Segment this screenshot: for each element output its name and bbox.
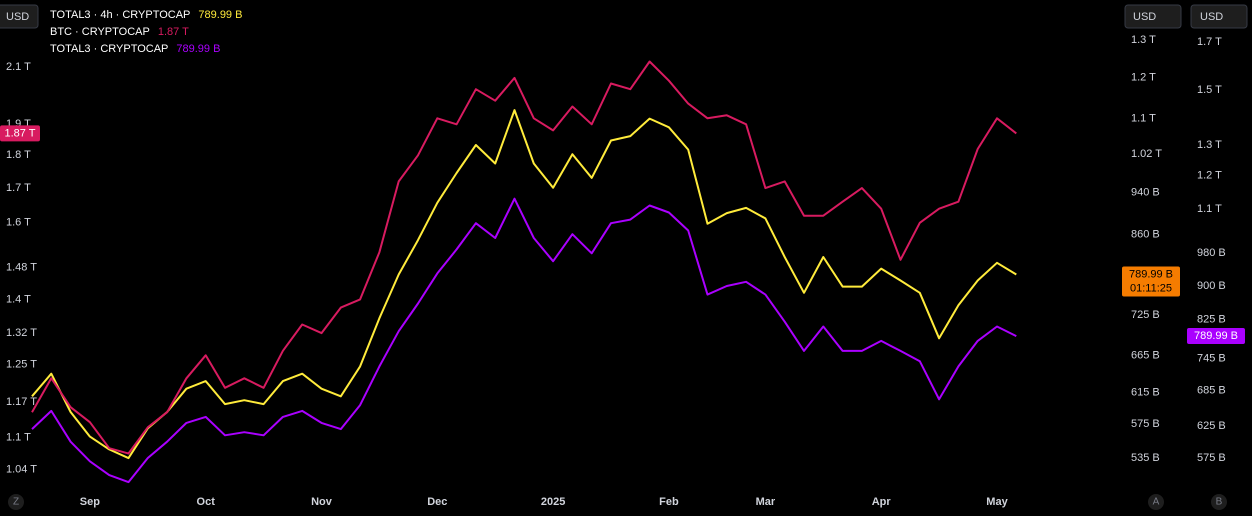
x-tick-label: Dec	[427, 496, 447, 508]
x-tick-label: 2025	[541, 496, 565, 508]
y-tick-label: 1.7 T	[6, 182, 31, 194]
y-tick-label: 575 B	[1197, 452, 1226, 464]
y-tick-label: 1.4 T	[6, 293, 31, 305]
currency-label[interactable]: USD	[1133, 11, 1156, 23]
currency-label[interactable]: USD	[6, 11, 29, 23]
y-tick-label: 940 B	[1131, 187, 1160, 199]
y-tick-label: 1.1 T	[6, 432, 31, 444]
legend-value: 789.99 B	[176, 43, 220, 55]
y-tick-label: 575 B	[1131, 418, 1160, 430]
y-tick-label: 900 B	[1197, 280, 1226, 292]
x-tick-label: Mar	[756, 496, 776, 508]
price-badge	[1122, 266, 1180, 297]
price-badge-label: 789.99 B	[1194, 330, 1238, 342]
scale-button[interactable]	[1211, 494, 1227, 510]
y-tick-label: 1.2 T	[1197, 169, 1222, 181]
x-tick-label: Feb	[659, 496, 679, 508]
y-tick-label: 1.04 T	[6, 464, 37, 476]
y-tick-label: 625 B	[1197, 420, 1226, 432]
legend-value: 789.99 B	[198, 9, 242, 21]
y-tick-label: 615 B	[1131, 386, 1160, 398]
y-tick-label: 1.48 T	[6, 261, 37, 273]
series-line	[31, 197, 1017, 484]
y-tick-label: 745 B	[1197, 352, 1226, 364]
y-tick-label: 1.17 T	[6, 396, 37, 408]
x-tick-label: Oct	[197, 496, 216, 508]
y-tick-label: 1.5 T	[1197, 84, 1222, 96]
y-tick-label: 980 B	[1197, 247, 1226, 259]
x-tick-label: Sep	[80, 496, 100, 508]
x-tick-label: May	[986, 496, 1008, 508]
y-tick-label: 535 B	[1131, 452, 1160, 464]
countdown: 01:11:25	[1130, 282, 1172, 294]
legend-name: BTC · CRYPTOCAP	[50, 26, 150, 38]
scale-button-label[interactable]: A	[1153, 497, 1160, 508]
currency-button[interactable]	[1190, 4, 1248, 29]
y-tick-label: 665 B	[1131, 350, 1160, 362]
currency-button[interactable]	[1124, 4, 1182, 29]
y-tick-label: 1.32 T	[6, 327, 37, 339]
y-tick-label: 1.1 T	[1131, 113, 1156, 125]
y-tick-label: 1.02 T	[1131, 148, 1162, 160]
y-tick-label: 725 B	[1131, 309, 1160, 321]
y-tick-label: 1.6 T	[6, 217, 31, 229]
price-badge	[1187, 328, 1245, 345]
y-tick-label: 1.7 T	[1197, 36, 1222, 48]
currency-label[interactable]: USD	[1200, 11, 1223, 23]
x-tick-label: Nov	[311, 496, 333, 508]
x-tick-label: Apr	[872, 496, 892, 508]
y-tick-label: 1.3 T	[1197, 139, 1222, 151]
legend-name: TOTAL3 · 4h · CRYPTOCAP	[50, 9, 190, 21]
legend-name: TOTAL3 · CRYPTOCAP	[50, 43, 168, 55]
scale-button-label[interactable]: Z	[13, 497, 19, 508]
y-tick-label: 860 B	[1131, 228, 1160, 240]
y-tick-label: 1.8 T	[6, 149, 31, 161]
currency-button[interactable]	[0, 4, 39, 29]
y-tick-label: 685 B	[1197, 385, 1226, 397]
y-tick-label: 1.25 T	[6, 358, 37, 370]
scale-button[interactable]	[8, 494, 24, 510]
scale-button-label[interactable]: B	[1216, 497, 1223, 508]
y-tick-label: 1.2 T	[1131, 72, 1156, 84]
y-tick-label: 1.3 T	[1131, 34, 1156, 46]
y-tick-label: 1.9 T	[6, 118, 31, 130]
series-line	[31, 60, 1017, 455]
price-badge	[0, 125, 40, 142]
scale-button[interactable]	[1148, 494, 1164, 510]
y-tick-label: 825 B	[1197, 313, 1226, 325]
legend-value: 1.87 T	[158, 26, 189, 38]
y-tick-label: 2.1 T	[6, 61, 31, 73]
series-line	[31, 109, 1017, 460]
price-badge-label: 1.87 T	[5, 127, 36, 139]
y-tick-label: 1.1 T	[1197, 203, 1222, 215]
price-badge-label: 789.99 B	[1129, 268, 1173, 280]
